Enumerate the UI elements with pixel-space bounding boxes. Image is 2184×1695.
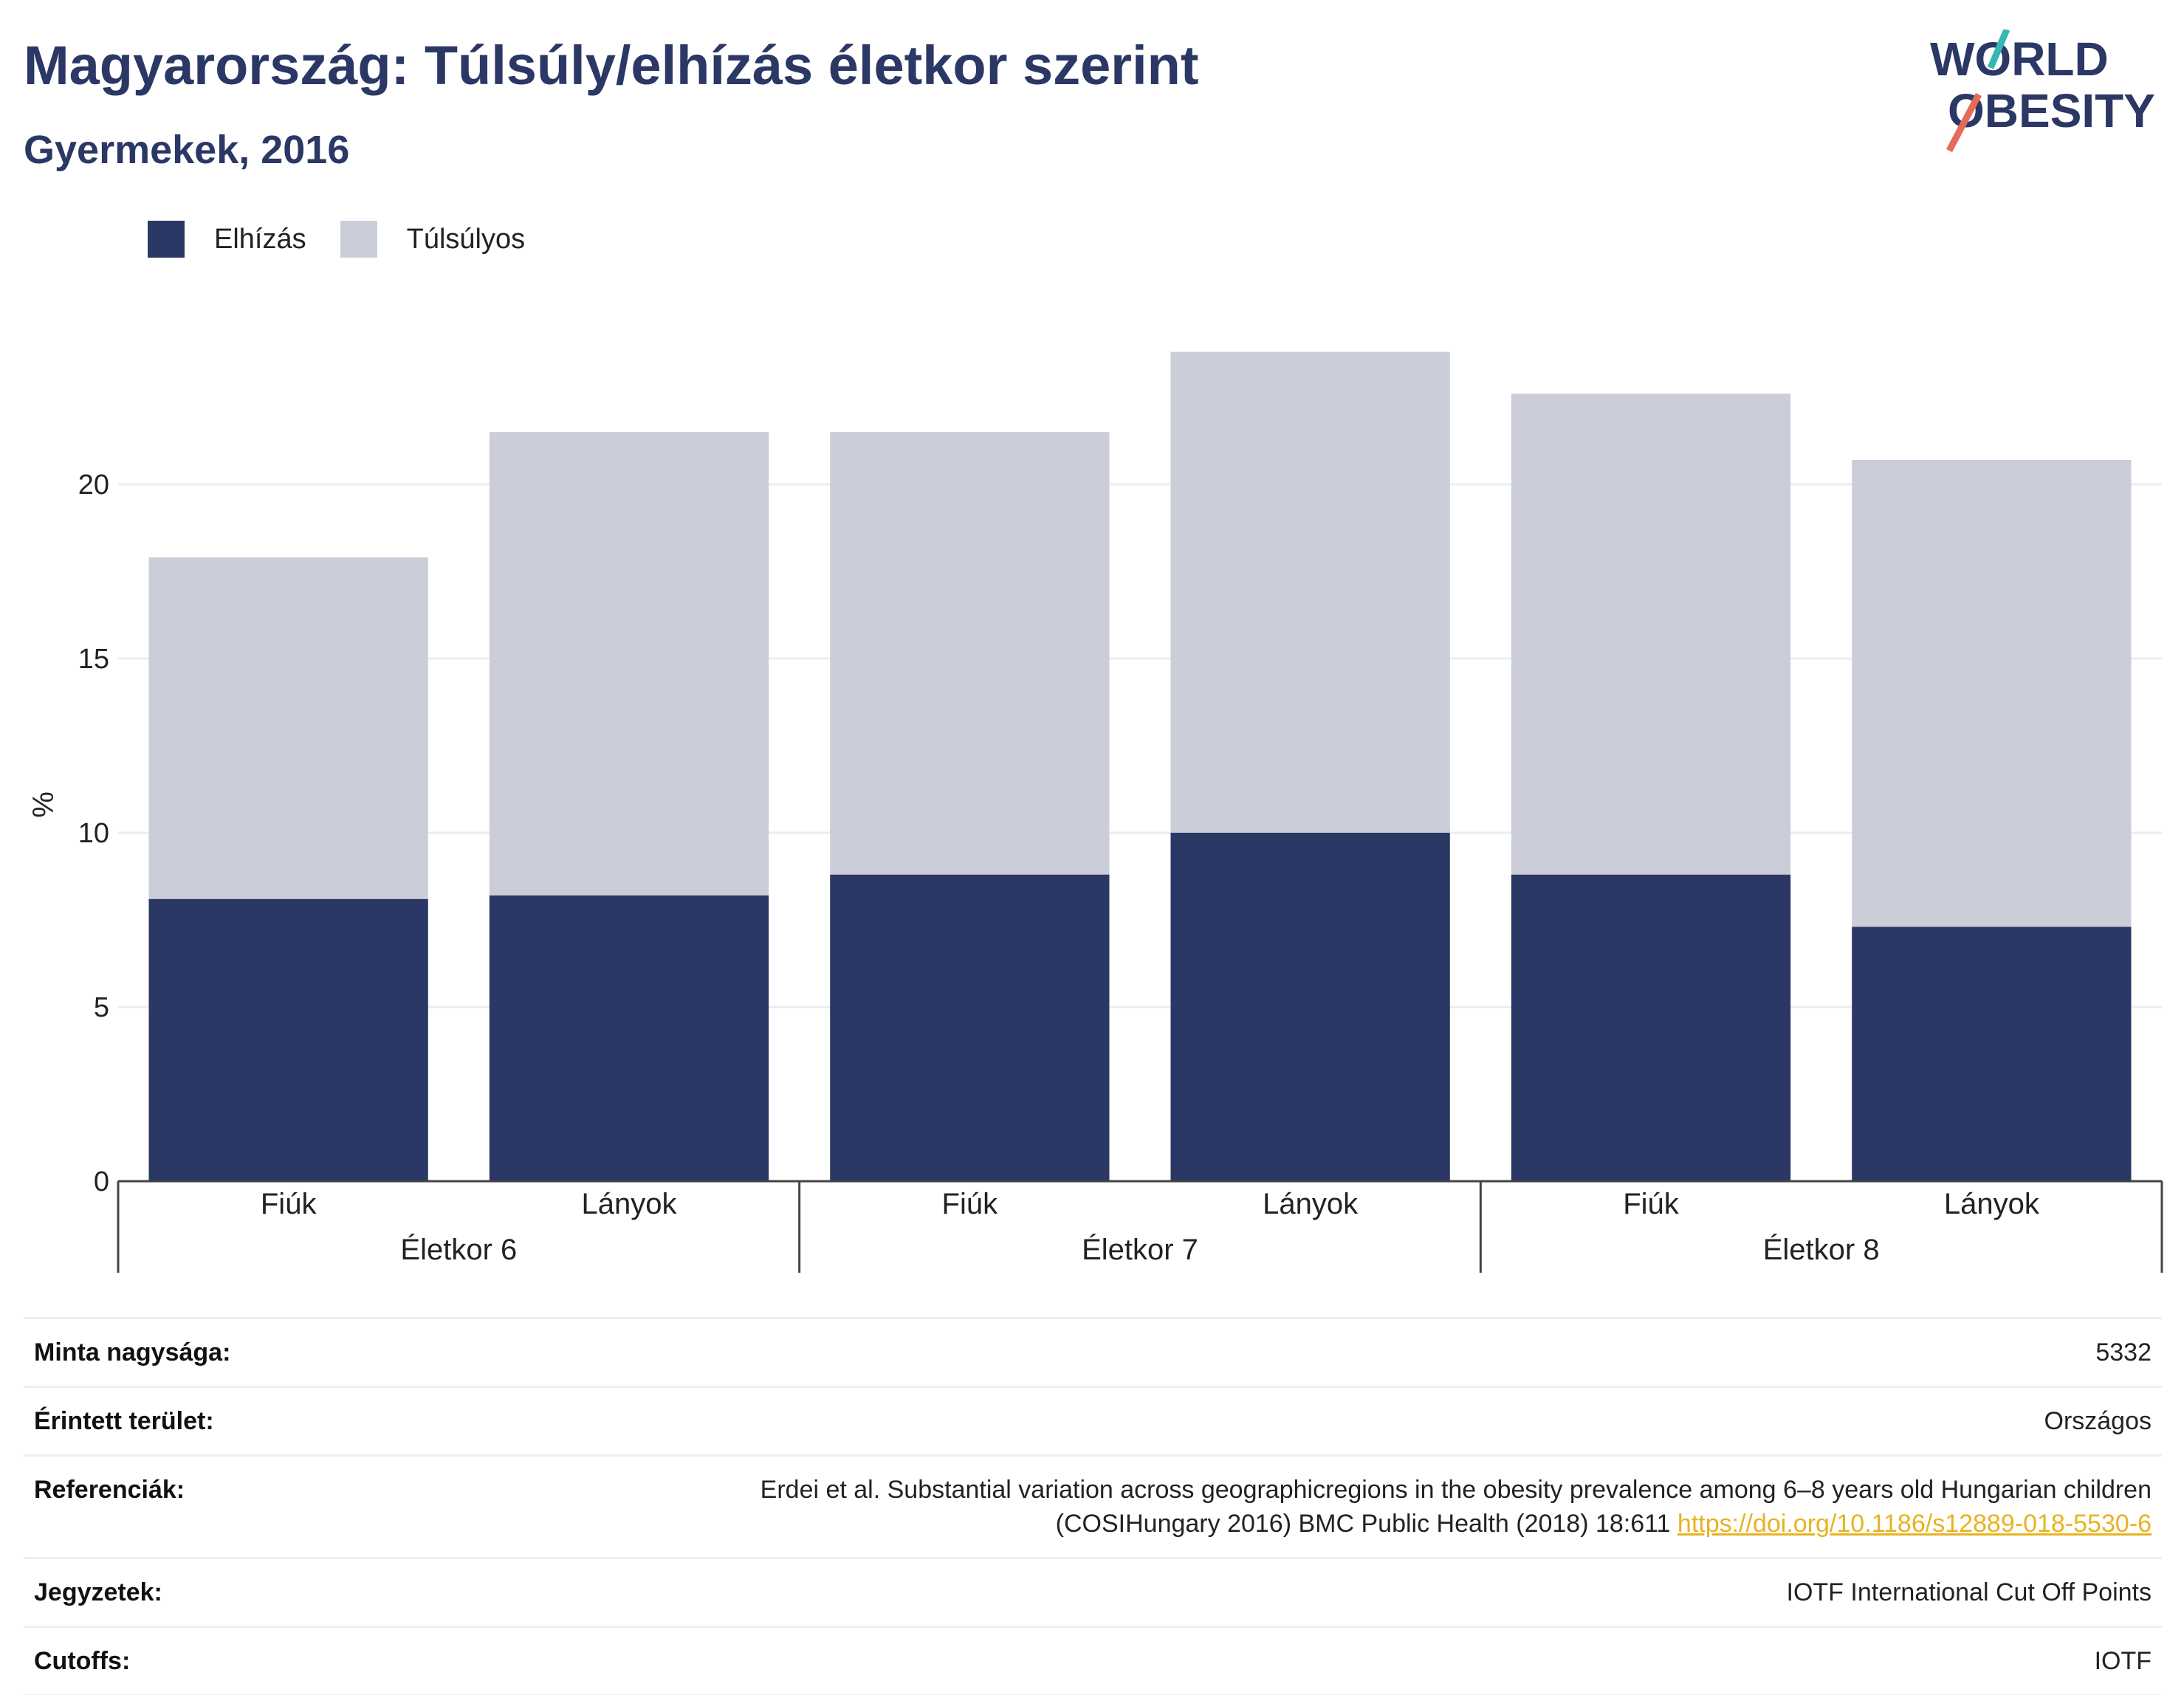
info-row-sample: Minta nagysága: 5332 xyxy=(24,1317,2162,1387)
bar-túlsúlyos xyxy=(489,432,769,895)
legend-swatch xyxy=(340,221,377,258)
group-label: Életkor 6 xyxy=(400,1233,517,1266)
reference-text: (COSIHungary 2016) BMC Public Health (20… xyxy=(1055,1510,1671,1538)
bar-elhízás xyxy=(1170,833,1450,1181)
notes-label: Jegyzetek: xyxy=(24,1557,540,1627)
info-row-notes: Jegyzetek: IOTF International Cut Off Po… xyxy=(24,1557,2162,1627)
bar-túlsúlyos xyxy=(1852,459,2132,927)
references-label: Referenciák: xyxy=(24,1454,540,1558)
reference-line2: (COSIHungary 2016) BMC Public Health (20… xyxy=(551,1507,2152,1541)
x-tick-label: Fiúk xyxy=(1623,1188,1680,1220)
sample-value: 5332 xyxy=(540,1317,2162,1387)
bar-elhízás xyxy=(148,898,428,1181)
world-obesity-logo: WORLD OBESITY xyxy=(1930,30,2155,153)
stacked-bar-chart: 0 5 10 15 20% Fiúk Lányok Fiúk Lányok Fiúk Lányok É… xyxy=(27,351,2163,1273)
x-tick-label: Lányok xyxy=(1944,1188,2040,1220)
logo-slash-bottom xyxy=(1946,92,1982,153)
info-row-area: Érintett terület: Országos xyxy=(24,1386,2162,1456)
references-value: Erdei et al. Substantial variation acros… xyxy=(540,1454,2162,1558)
legend-swatch xyxy=(148,221,185,258)
y-axis-label: % xyxy=(27,791,60,818)
chart-legend: Elhízás Túlsúlyos xyxy=(148,219,559,260)
bar-túlsúlyos xyxy=(1170,351,1450,833)
y-tick-label: 0 xyxy=(94,1166,109,1197)
info-row-cutoffs: Cutoffs: IOTF xyxy=(24,1626,2162,1695)
x-tick-label: Lányok xyxy=(1263,1188,1359,1220)
group-label: Életkor 7 xyxy=(1082,1233,1198,1266)
logo-line1: WORLD xyxy=(1930,32,2109,86)
bar-elhízás xyxy=(1511,874,1791,1181)
reference-line1: Erdei et al. Substantial variation acros… xyxy=(760,1476,2152,1504)
bar-túlsúlyos xyxy=(830,432,1110,875)
legend-label: Túlsúlyos xyxy=(406,223,526,255)
bar-túlsúlyos xyxy=(1511,393,1791,875)
cutoffs-label: Cutoffs: xyxy=(24,1626,540,1695)
group-label: Életkor 8 xyxy=(1763,1233,1880,1266)
area-value: Országos xyxy=(540,1386,2162,1456)
legend-item: Túlsúlyos xyxy=(340,221,526,258)
legend-item: Elhízás xyxy=(148,221,306,258)
page-subtitle: Gyermekek, 2016 xyxy=(24,128,350,172)
logo-line2: OBESITY xyxy=(1948,84,2155,137)
y-tick-label: 5 xyxy=(94,992,109,1023)
x-tick-label: Fiúk xyxy=(261,1188,317,1220)
area-label: Érintett terület: xyxy=(24,1386,540,1456)
bar-elhízás xyxy=(489,895,769,1181)
info-row-references: Referenciák: Erdei et al. Substantial va… xyxy=(24,1454,2162,1558)
reference-link[interactable]: https://doi.org/10.1186/s12889-018-5530-… xyxy=(1677,1510,2152,1538)
sample-label: Minta nagysága: xyxy=(24,1317,540,1387)
info-table: Minta nagysága: 5332 Érintett terület: O… xyxy=(24,1317,2162,1695)
cutoffs-value: IOTF xyxy=(540,1626,2162,1695)
y-tick-label: 10 xyxy=(78,818,109,849)
bar-elhízás xyxy=(830,874,1110,1181)
y-tick-label: 20 xyxy=(78,470,109,501)
page-title: Magyarország: Túlsúly/elhízás életkor sz… xyxy=(24,35,1199,96)
legend-label: Elhízás xyxy=(214,223,306,255)
x-tick-label: Fiúk xyxy=(942,1188,999,1220)
y-tick-label: 15 xyxy=(78,644,109,675)
bar-túlsúlyos xyxy=(148,557,428,899)
bar-elhízás xyxy=(1852,926,2132,1181)
logo-slash-top xyxy=(1987,30,2010,69)
x-tick-label: Lányok xyxy=(582,1188,678,1220)
notes-value: IOTF International Cut Off Points xyxy=(540,1557,2162,1627)
